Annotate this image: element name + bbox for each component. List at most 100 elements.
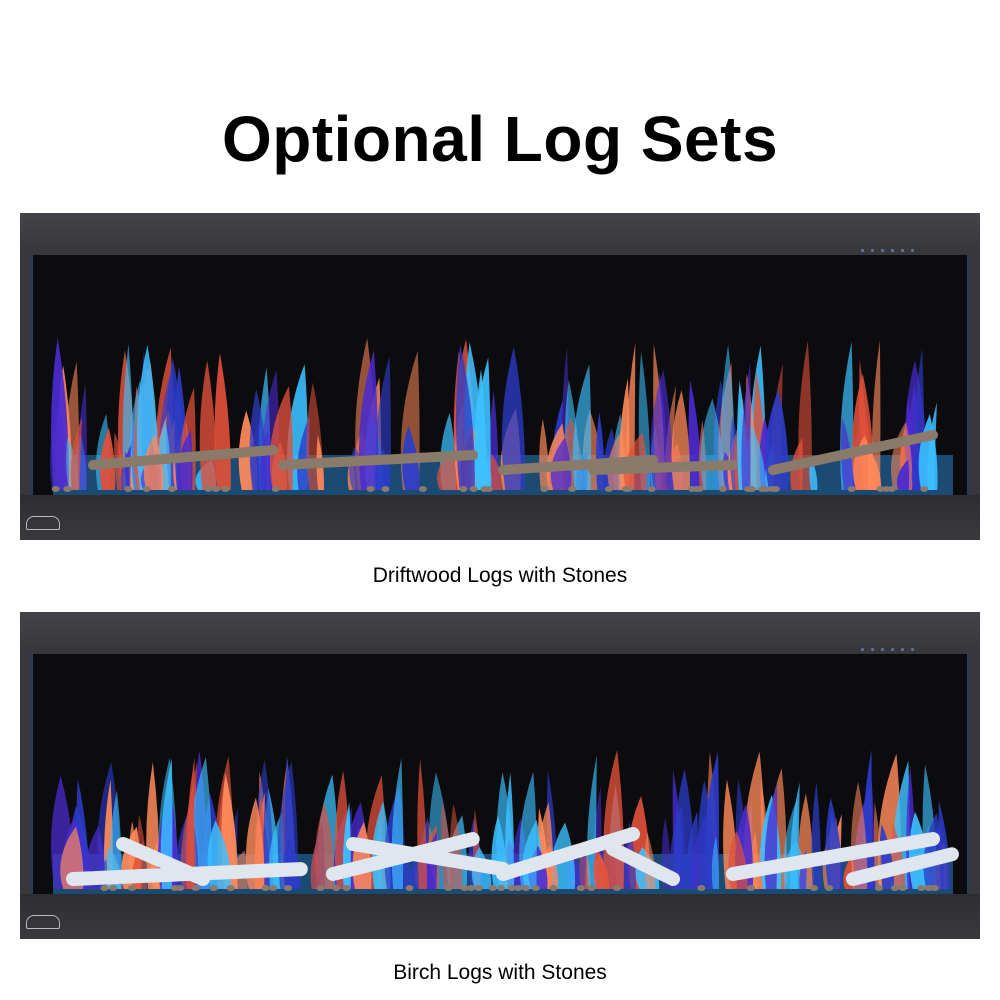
stone (521, 885, 530, 891)
stone (488, 885, 497, 891)
stone (890, 885, 899, 891)
stone (209, 885, 218, 891)
stone (647, 486, 656, 492)
flame (51, 337, 69, 490)
stone (100, 885, 109, 891)
flame (199, 360, 217, 490)
stone (466, 885, 475, 891)
flame (391, 758, 404, 889)
stone (51, 486, 60, 492)
flame (603, 749, 625, 889)
flame (850, 781, 868, 889)
flame (576, 848, 587, 889)
stone (221, 486, 230, 492)
stone (226, 885, 235, 891)
flames-and-logs (50, 749, 960, 894)
stone (587, 885, 596, 891)
stone (332, 885, 341, 891)
stone (418, 486, 427, 492)
stone (925, 885, 934, 891)
stone (211, 486, 220, 492)
log (278, 450, 478, 470)
flame (277, 761, 299, 889)
stone (917, 885, 926, 891)
log (496, 827, 640, 881)
fireplace-bottom-trim (20, 894, 980, 939)
log (588, 460, 738, 475)
stone (176, 885, 185, 891)
stone (444, 885, 453, 891)
stone (771, 486, 780, 492)
log (498, 455, 658, 475)
flame (697, 780, 716, 889)
flame (501, 346, 525, 490)
stone (497, 885, 506, 891)
flame (474, 357, 491, 490)
flame (214, 353, 231, 490)
stone (507, 885, 516, 891)
napoleon-logo (26, 516, 60, 530)
control-panel-icons (861, 648, 914, 651)
flame (596, 411, 605, 490)
stone (920, 486, 929, 492)
stone (762, 486, 771, 492)
flame (358, 349, 379, 490)
napoleon-logo (26, 915, 60, 929)
flame (375, 356, 391, 490)
flame (765, 389, 789, 490)
stone (604, 486, 613, 492)
stone (882, 486, 891, 492)
stone (747, 486, 756, 492)
flame (315, 802, 335, 889)
stone (460, 885, 469, 891)
stone (697, 885, 706, 891)
stone (469, 486, 478, 492)
flame (297, 415, 310, 490)
stone (847, 486, 856, 492)
log (846, 847, 960, 886)
flame (669, 805, 686, 889)
stone (898, 885, 907, 891)
flame (489, 453, 503, 490)
firebox (30, 654, 970, 894)
stone (459, 486, 468, 492)
fireplace-driftwood-image (20, 213, 980, 540)
stone (549, 885, 558, 891)
log (88, 445, 278, 470)
stone (284, 885, 293, 891)
flame (110, 790, 122, 889)
page-title: Optional Log Sets (221, 103, 779, 175)
stone (381, 486, 390, 492)
stone (568, 486, 577, 492)
log (346, 837, 510, 876)
flame (711, 836, 720, 889)
stone (514, 885, 523, 891)
stone (63, 486, 72, 492)
flame (825, 797, 843, 889)
flame (923, 812, 944, 889)
flame (896, 459, 910, 490)
stone (405, 885, 414, 891)
log (768, 430, 938, 475)
stone (692, 486, 701, 492)
flame (811, 781, 822, 889)
flame (259, 429, 273, 490)
stone (874, 885, 883, 891)
flame (572, 364, 592, 490)
stone (531, 885, 540, 891)
stone (142, 486, 151, 492)
stone (124, 486, 133, 492)
stone (576, 885, 585, 891)
stone (191, 885, 200, 891)
fireplace-bottom-trim (20, 495, 980, 540)
caption-driftwood: Driftwood Logs with Stones (372, 564, 628, 587)
fireplace-birch-image (20, 612, 980, 939)
log (606, 842, 680, 886)
stone (621, 486, 630, 492)
flame (741, 362, 751, 490)
flame (310, 843, 318, 889)
stone (613, 885, 622, 891)
stone (474, 885, 483, 891)
caption-birch: Birch Logs with Stones (393, 961, 607, 984)
flame (70, 417, 83, 490)
